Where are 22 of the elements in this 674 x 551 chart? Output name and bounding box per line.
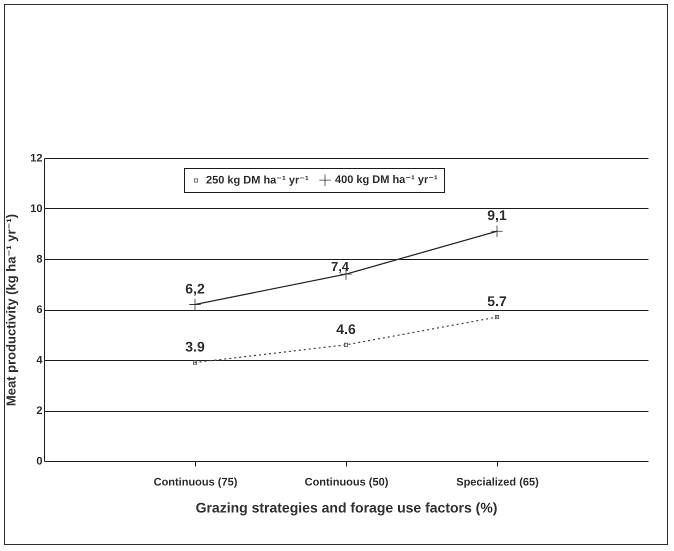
y-tick-label: 10 — [30, 203, 42, 215]
y-tick-label: 2 — [36, 405, 42, 417]
x-tick-label: Continuous (75) — [154, 476, 238, 488]
y-tick-label: 6 — [36, 304, 42, 316]
legend-label: 400 kg DM ha⁻¹ yr⁻¹ — [335, 174, 438, 186]
y-tick-label: 4 — [36, 354, 44, 366]
y-tick-label: 0 — [36, 456, 42, 468]
point — [491, 226, 503, 237]
x-tick-label: Continuous (50) — [304, 476, 389, 488]
y-tick-label: 8 — [36, 254, 42, 266]
data-label: 7,4 — [330, 259, 350, 274]
data-label: 5.7 — [487, 293, 507, 310]
point — [189, 298, 201, 310]
x-axis-title: Grazing strategies and forage use factors (%) — [196, 500, 498, 516]
legend-label: 250 kg DM ha⁻¹ yr⁻¹ — [206, 174, 310, 186]
y-tick-label: 12 — [30, 152, 42, 164]
y-axis-title: Meat productivity (kg ha⁻¹ yr⁻¹) — [3, 214, 18, 406]
data-label: 3.9 — [185, 338, 205, 355]
data-label: 9,1 — [487, 207, 507, 224]
data-label: 4.6 — [336, 320, 356, 337]
x-tick-label: Specialized (65) — [456, 476, 540, 488]
data-label: 6,2 — [185, 280, 205, 296]
